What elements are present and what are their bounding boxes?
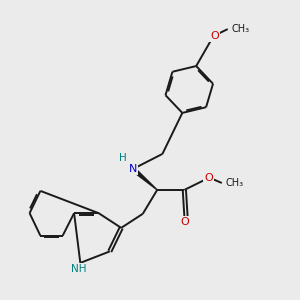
- Text: O: O: [180, 217, 189, 227]
- Text: NH: NH: [71, 264, 87, 274]
- Text: O: O: [204, 173, 213, 183]
- Polygon shape: [132, 167, 157, 190]
- Text: N: N: [129, 164, 137, 174]
- Text: H: H: [119, 152, 127, 163]
- Text: CH₃: CH₃: [231, 24, 249, 34]
- Text: O: O: [210, 31, 219, 41]
- Text: CH₃: CH₃: [225, 178, 244, 188]
